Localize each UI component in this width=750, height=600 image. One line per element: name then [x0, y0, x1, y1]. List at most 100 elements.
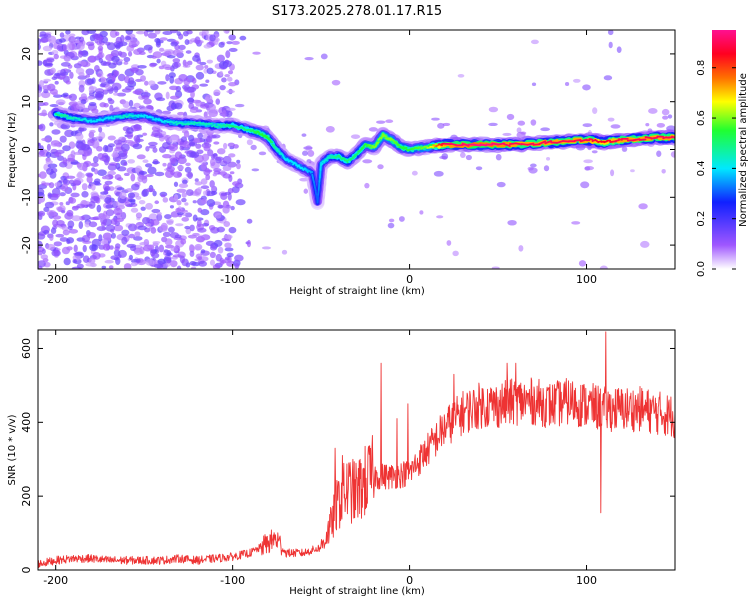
- noise-blob: [197, 132, 204, 139]
- ridge-segment: [277, 149, 281, 154]
- noise-blob: [201, 30, 209, 36]
- noise-blob: [136, 127, 143, 131]
- noise-blob: [144, 80, 149, 86]
- noise-blob: [667, 114, 673, 119]
- ridge-segment: [332, 155, 336, 158]
- noise-blob: [136, 258, 141, 263]
- noise-blob: [222, 110, 227, 118]
- noise-blob: [152, 147, 158, 153]
- ridge-segment: [104, 116, 110, 120]
- noise-blob: [226, 41, 233, 45]
- ridge-segment: [184, 122, 190, 126]
- ridge-segment: [573, 139, 582, 142]
- noise-blob: [199, 61, 207, 66]
- noise-blob: [174, 102, 183, 110]
- noise-blob: [303, 146, 313, 150]
- noise-blob: [76, 142, 87, 151]
- colorbar-tick-label: 0.0: [696, 261, 707, 277]
- ridge-segment: [158, 118, 163, 122]
- noise-blob: [75, 103, 86, 110]
- ridge-segment: [57, 114, 63, 117]
- noise-blob: [231, 40, 240, 45]
- noise-blob: [219, 84, 226, 91]
- noise-blob: [184, 225, 191, 230]
- noise-blob: [213, 89, 221, 96]
- noise-blob: [261, 246, 272, 250]
- noise-blob: [60, 94, 68, 98]
- noise-blob: [224, 256, 230, 261]
- noise-blob: [53, 241, 62, 247]
- noise-blob: [170, 41, 178, 47]
- noise-blob: [234, 103, 245, 108]
- noise-blob: [530, 119, 537, 126]
- noise-blob: [219, 70, 224, 77]
- noise-blob: [38, 43, 41, 51]
- ridge-segment: [491, 142, 499, 146]
- noise-blob: [122, 101, 131, 109]
- noise-blob: [78, 84, 85, 93]
- ridge-segment: [140, 114, 146, 118]
- noise-blob: [436, 215, 444, 219]
- noise-blob: [45, 160, 53, 164]
- noise-blob: [212, 264, 221, 269]
- noise-blob: [169, 260, 178, 268]
- noise-blob: [76, 172, 85, 179]
- noise-blob: [580, 181, 590, 189]
- noise-blob: [124, 201, 131, 207]
- noise-blob: [53, 249, 60, 256]
- noise-blob: [81, 183, 88, 191]
- noise-blob: [98, 126, 103, 133]
- ridge-segment: [274, 145, 278, 152]
- noise-blob: [62, 229, 70, 236]
- noise-blob: [178, 74, 188, 82]
- noise-blob: [156, 58, 161, 64]
- noise-blob: [45, 151, 52, 158]
- noise-blob: [200, 162, 207, 171]
- noise-blob: [166, 258, 171, 264]
- noise-blob: [191, 77, 197, 84]
- spectrogram-ytick-label: 10: [20, 95, 33, 109]
- noise-blob: [230, 205, 235, 211]
- noise-blob: [197, 227, 207, 233]
- noise-blob: [90, 191, 99, 197]
- ridge-segment: [172, 120, 178, 125]
- noise-blob: [89, 86, 97, 90]
- noise-blob: [61, 246, 71, 255]
- noise-blob: [62, 157, 67, 166]
- noise-blob: [206, 109, 217, 115]
- snr-series-line: [38, 331, 675, 568]
- noise-blob: [546, 156, 551, 161]
- noise-blob: [123, 61, 129, 65]
- noise-blob: [66, 43, 73, 51]
- noise-blob: [66, 209, 74, 217]
- snr-frame: [37, 329, 676, 571]
- ridge-segment: [93, 120, 98, 123]
- noise-blob: [56, 143, 62, 148]
- noise-blob: [610, 124, 621, 129]
- noise-blob: [181, 197, 187, 203]
- noise-blob: [201, 223, 210, 227]
- ridge-segment: [556, 140, 564, 144]
- noise-blob: [160, 194, 166, 198]
- noise-blob: [113, 70, 120, 76]
- ridge-segment: [293, 161, 297, 165]
- noise-blob: [165, 244, 175, 249]
- ridge-segment: [316, 194, 320, 204]
- noise-blob: [85, 74, 91, 78]
- noise-blob: [59, 201, 64, 206]
- noise-blob: [143, 44, 153, 51]
- noise-blob: [52, 219, 59, 227]
- noise-blob: [227, 192, 232, 201]
- noise-blob: [194, 137, 200, 143]
- ridge-segment: [579, 138, 588, 143]
- spectrogram-xtick-label: 0: [406, 273, 413, 286]
- noise-blob: [142, 132, 148, 136]
- noise-blob: [99, 193, 105, 200]
- noise-blob: [178, 44, 186, 51]
- noise-blob: [76, 43, 85, 51]
- noise-blob: [105, 209, 115, 217]
- noise-blob: [69, 71, 74, 79]
- noise-blob: [281, 249, 288, 255]
- noise-blob: [197, 207, 203, 213]
- noise-blob: [226, 252, 234, 258]
